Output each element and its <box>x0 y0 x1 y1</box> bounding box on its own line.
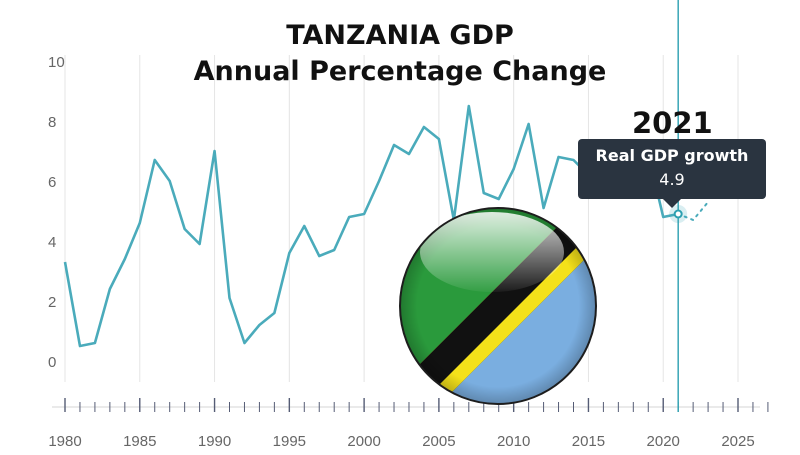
highlight-year-label: 2021 <box>632 106 713 140</box>
chart-title: TANZANIA GDP <box>0 20 800 51</box>
x-tick-label: 1990 <box>198 433 231 450</box>
flag-of-tanzania-icon <box>390 178 626 434</box>
y-tick-label: 6 <box>48 174 56 191</box>
x-tick-label: 2005 <box>422 433 455 450</box>
x-tick-label: 1985 <box>123 433 156 450</box>
x-tick-label: 2025 <box>721 433 754 450</box>
x-tick-label: 2015 <box>572 433 605 450</box>
y-tick-label: 4 <box>48 234 56 251</box>
chart-subtitle: Annual Percentage Change <box>0 56 800 87</box>
y-tick-label: 0 <box>48 354 56 371</box>
data-tooltip: Real GDP growth 4.9 <box>578 139 766 199</box>
tooltip-value: 4.9 <box>578 170 766 189</box>
y-tick-label: 2 <box>48 294 56 311</box>
x-tick-label: 1980 <box>48 433 81 450</box>
x-tick-label: 2000 <box>347 433 380 450</box>
highlight-marker <box>675 211 682 218</box>
tooltip-arrow <box>663 199 681 208</box>
tooltip-label: Real GDP growth <box>578 146 766 165</box>
x-tick-label: 2020 <box>647 433 680 450</box>
y-tick-label: 8 <box>48 114 56 131</box>
x-tick-label: 2010 <box>497 433 530 450</box>
x-tick-label: 1995 <box>273 433 306 450</box>
